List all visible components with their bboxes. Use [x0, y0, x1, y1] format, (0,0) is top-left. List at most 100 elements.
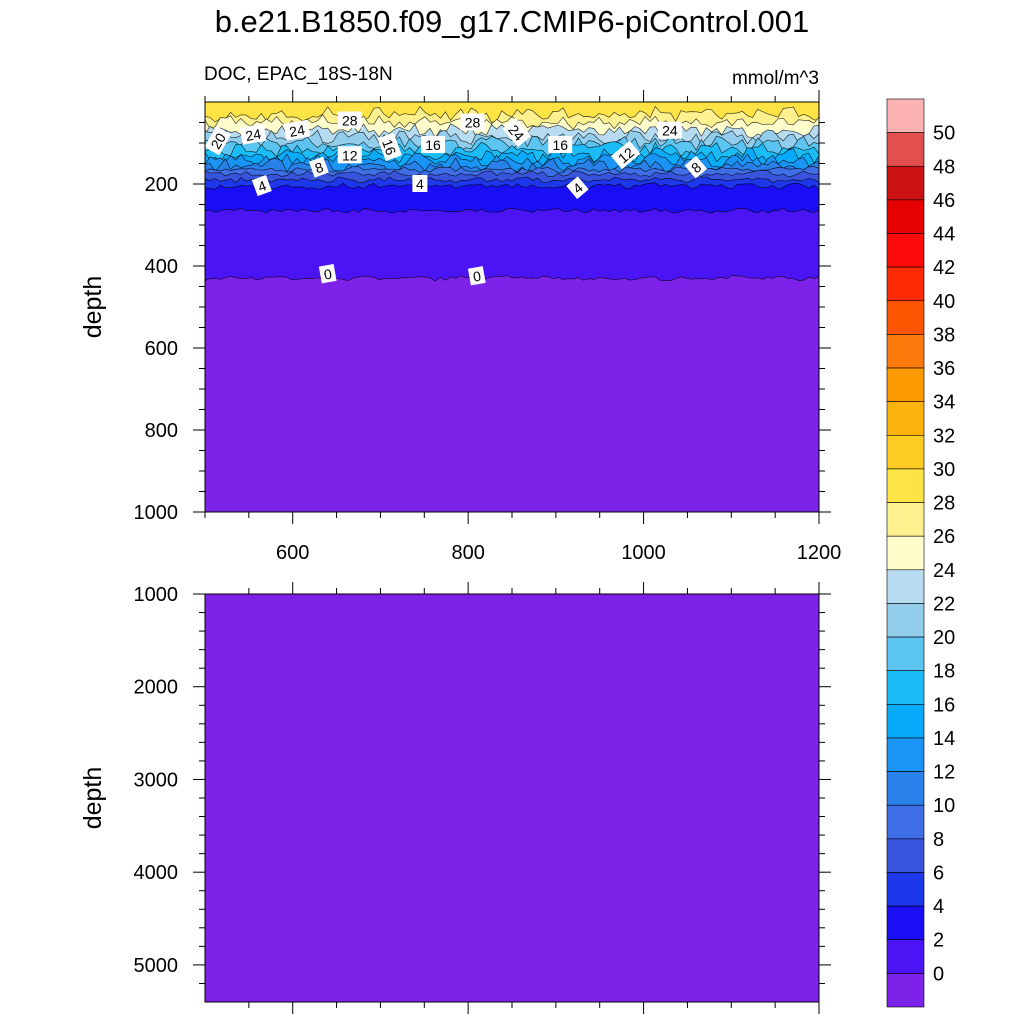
colorbar-label: 0 — [933, 963, 944, 985]
contour-line — [205, 114, 819, 130]
colorbar-label: 30 — [933, 459, 955, 481]
contour-label: 28 — [337, 111, 362, 129]
colorbar-label: 38 — [933, 324, 955, 346]
colorbar-label: 12 — [933, 762, 955, 784]
contour-fill — [205, 102, 819, 512]
contour-line — [205, 275, 819, 282]
colorbar-label: 4 — [933, 896, 944, 918]
colorbar-label: 28 — [933, 493, 955, 515]
contour-label-bg — [377, 132, 402, 162]
contour-label-bg — [460, 113, 485, 131]
colorbar-swatch — [886, 804, 925, 840]
colorbar-swatch — [886, 132, 925, 167]
contour-label-text: 16 — [552, 137, 568, 153]
contour-label: 12 — [337, 146, 362, 164]
contour-label-bg — [308, 156, 329, 178]
colorbar-label: 22 — [933, 593, 955, 615]
colorbar-label: 50 — [933, 123, 955, 145]
contour-label-text: 24 — [662, 123, 678, 139]
contour-label: 0 — [467, 266, 486, 286]
contour-label-bg — [548, 136, 573, 154]
contour-line — [205, 182, 819, 190]
colorbar-label: 26 — [933, 526, 955, 548]
colorbar-label: 2 — [933, 930, 944, 952]
colorbar-label: 36 — [933, 358, 955, 380]
contour-label: 8 — [684, 155, 708, 179]
colorbar-swatch — [886, 737, 925, 772]
contour-label-bg — [611, 140, 641, 170]
contour-label: 24 — [657, 121, 682, 139]
contour-label-text: 4 — [416, 176, 424, 192]
contour-label-bg — [239, 123, 267, 145]
contour-label-bg — [251, 175, 272, 197]
y-tick-label: 400 — [145, 256, 178, 278]
colorbar-swatch — [886, 367, 925, 402]
y-axis-label: depth — [79, 276, 107, 339]
contour-label: 4 — [566, 176, 589, 200]
colorbar-swatch — [886, 603, 925, 638]
contour-label: 0 — [318, 264, 337, 284]
contour-label-text: 16 — [425, 137, 441, 153]
y-tick-label: 1000 — [134, 584, 179, 606]
contour-label-text: 0 — [472, 268, 483, 285]
contour-label-text: 12 — [342, 147, 358, 163]
x-tick-label: 1200 — [797, 542, 842, 564]
colorbar-label: 20 — [933, 627, 955, 649]
colorbar-swatch — [886, 334, 925, 369]
contour-label: 16 — [548, 136, 573, 154]
figure-title: b.e21.B1850.f09_g17.CMIP6-piControl.001 — [214, 4, 810, 39]
contour-label: 16 — [421, 136, 446, 154]
contour-band — [205, 275, 819, 512]
x-tick-label: 600 — [276, 542, 309, 564]
colorbar-swatch — [886, 569, 925, 604]
contour-label: 16 — [377, 132, 402, 162]
colorbar-label: 6 — [933, 862, 944, 884]
colorbar-label: 14 — [933, 728, 955, 750]
contour-label-bg — [337, 146, 362, 164]
contour-label: 24 — [283, 119, 311, 141]
colorbar-label: 40 — [933, 291, 955, 313]
colorbar-label: 24 — [933, 560, 955, 582]
contour-label-bg — [204, 126, 232, 156]
y-tick-label: 800 — [145, 420, 178, 442]
contour-label-bg — [566, 176, 589, 200]
colorbar-swatch — [886, 670, 925, 705]
contour-label-bg — [684, 155, 708, 179]
contour-fill — [204, 593, 820, 1003]
colorbar-swatch — [886, 468, 925, 503]
contour-label-text: 16 — [379, 137, 399, 157]
y-tick-label: 600 — [145, 338, 178, 360]
contour-line — [205, 207, 819, 214]
colorbar-swatch — [886, 771, 925, 806]
colorbar-label: 42 — [933, 257, 955, 279]
y-tick-label: 1000 — [134, 502, 179, 524]
colorbar-swatch — [886, 165, 925, 201]
plot-units: mmol/m^3 — [731, 68, 819, 89]
colorbar-swatch — [886, 266, 925, 302]
contour-label-bg — [421, 136, 446, 154]
y-tick-label: 2000 — [134, 677, 179, 699]
colorbar-label: 16 — [933, 694, 955, 716]
colorbar-swatch — [886, 838, 925, 873]
y-tick-label: 4000 — [134, 862, 179, 884]
contour-label: 12 — [611, 140, 641, 170]
contour-label: 4 — [251, 175, 272, 197]
contour-label-bg — [318, 264, 337, 284]
contour-label-bg — [412, 175, 428, 192]
contour-label-text: 24 — [288, 121, 306, 139]
colorbar-label: 10 — [933, 795, 955, 817]
colorbar-label: 8 — [933, 829, 944, 851]
colorbar-swatch — [886, 199, 925, 234]
y-tick-label: 5000 — [134, 955, 179, 977]
x-tick-label: 800 — [451, 542, 484, 564]
contour-label-text: 20 — [207, 130, 229, 152]
contour-label-bg — [657, 121, 682, 139]
colorbar-swatch — [886, 300, 925, 335]
colorbar-label: 18 — [933, 661, 955, 683]
y-tick-label: 200 — [145, 174, 178, 196]
colorbar-label: 48 — [933, 156, 955, 178]
colorbar-label: 46 — [933, 190, 955, 212]
contour-label-text: 28 — [465, 115, 481, 131]
